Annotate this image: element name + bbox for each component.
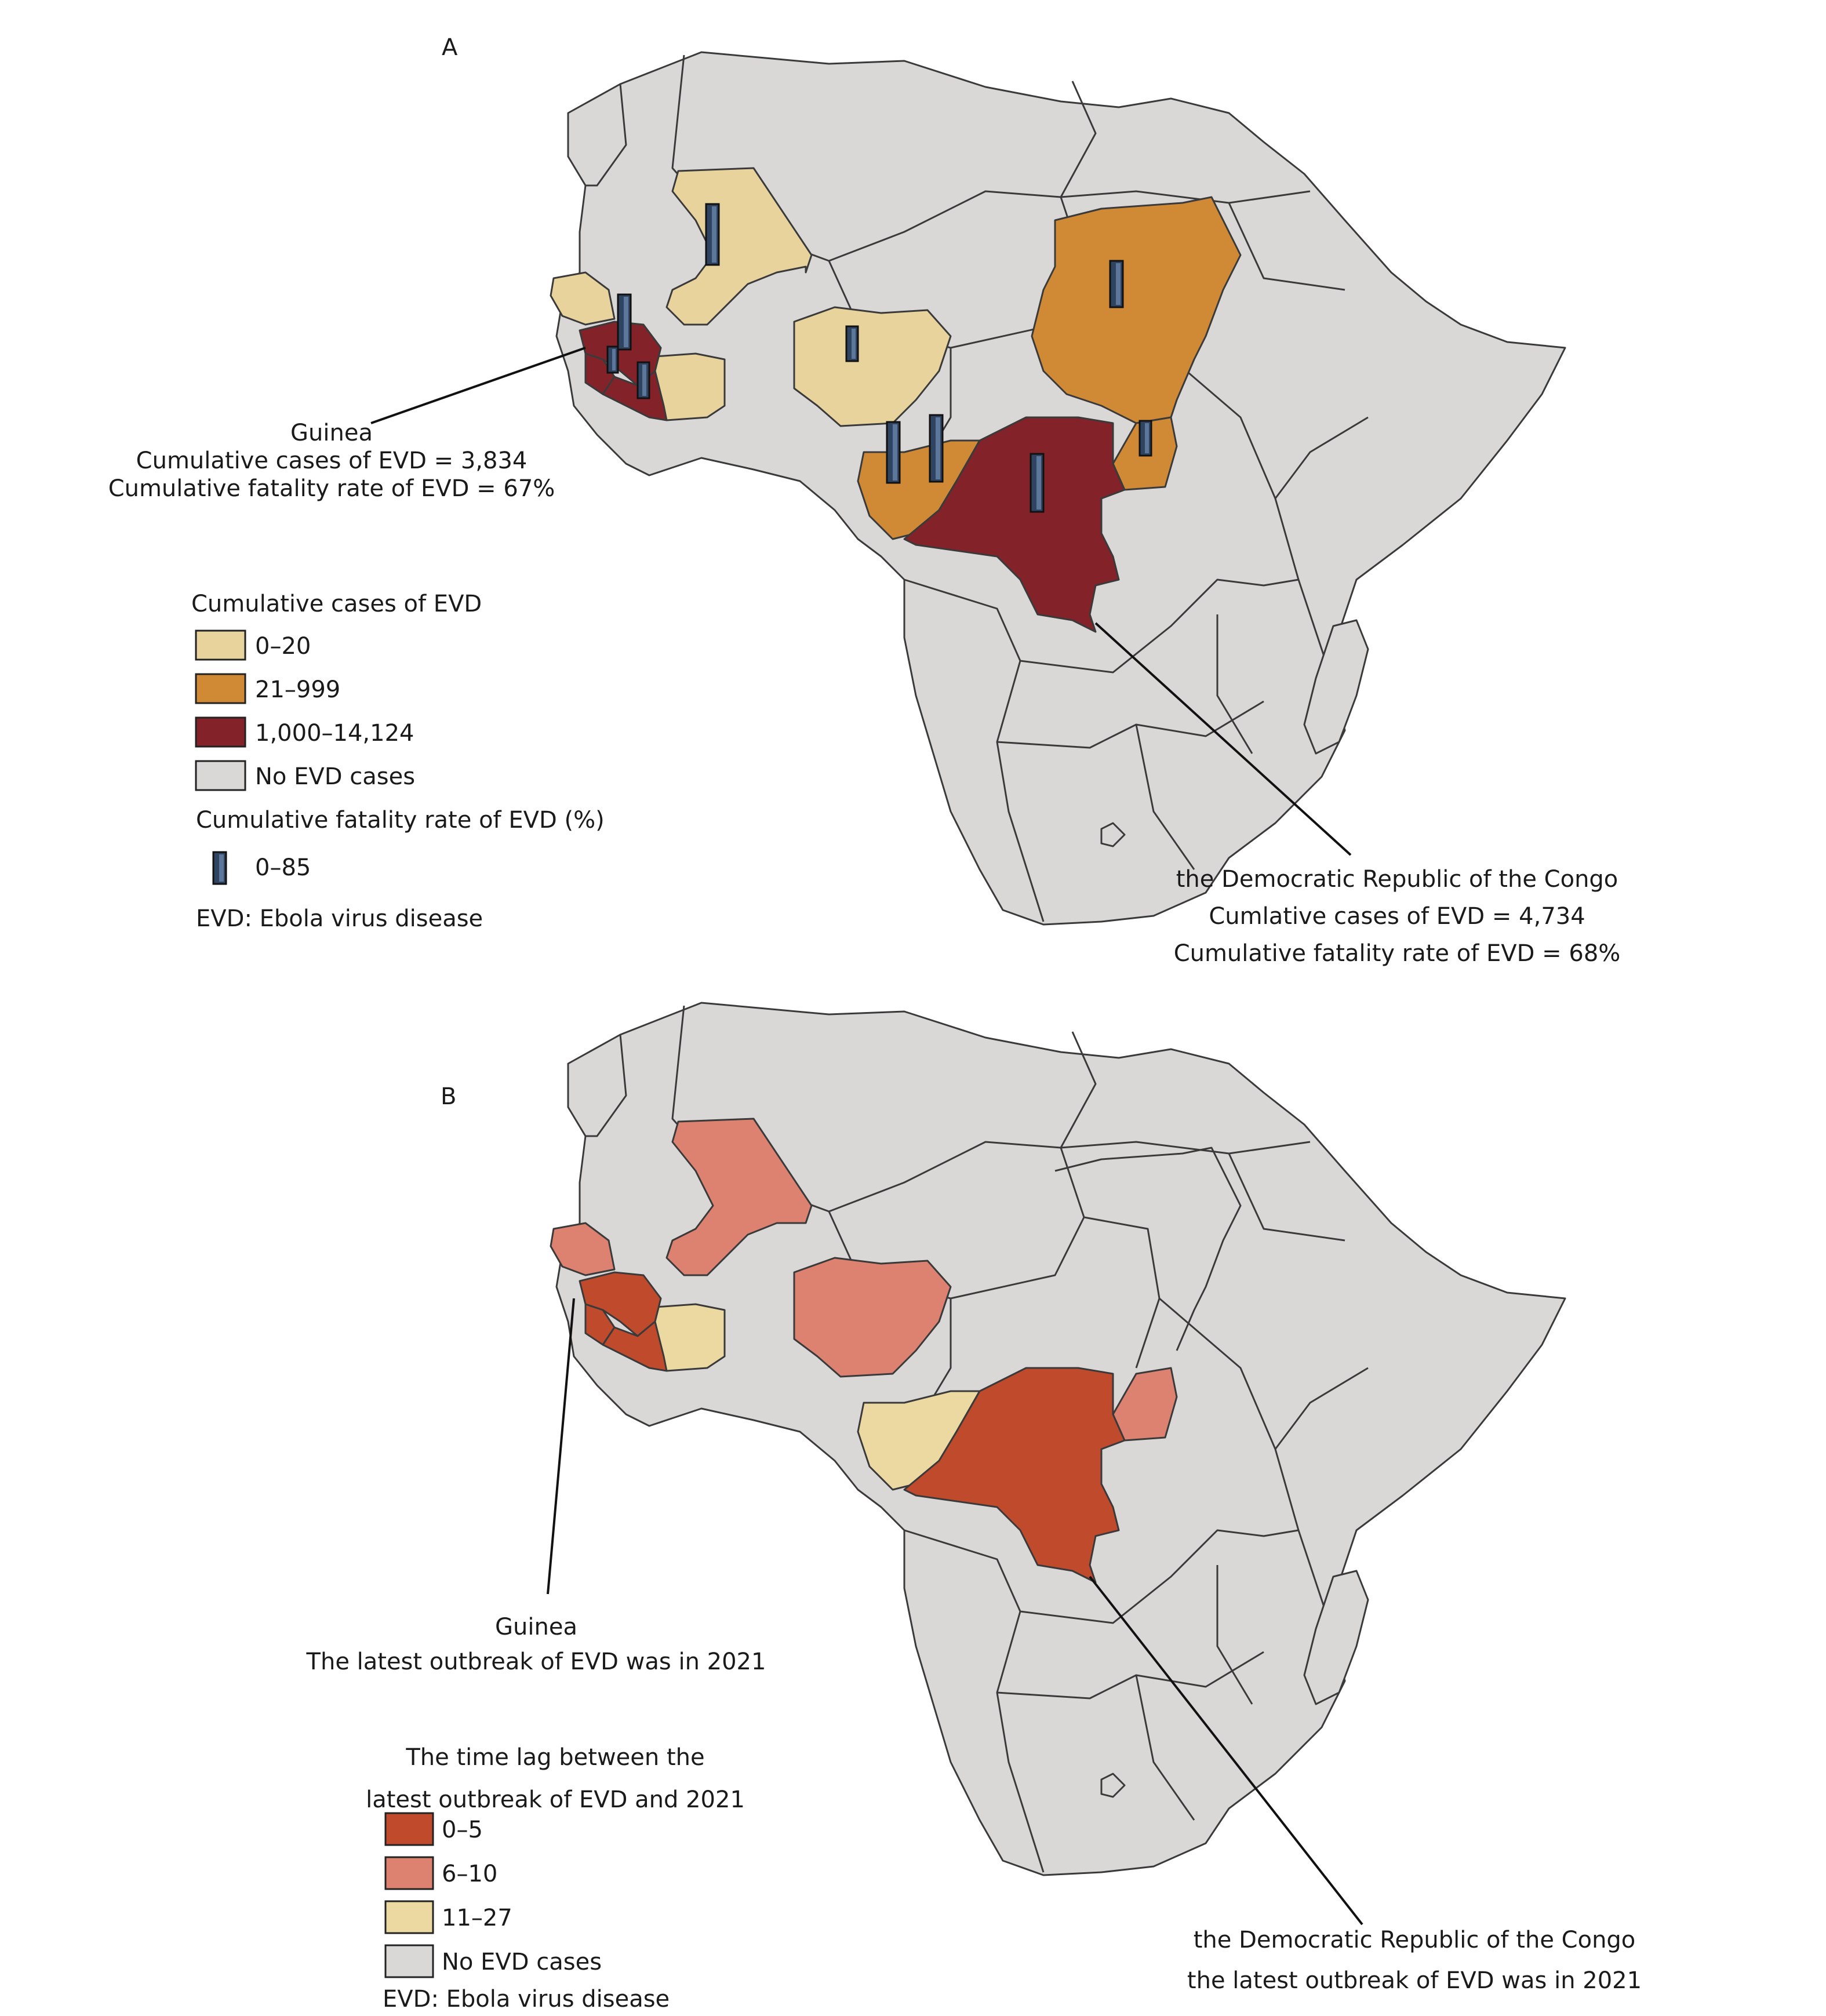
leader-line-guinea-b	[547, 1298, 575, 1595]
country-liberia-b	[602, 1320, 668, 1372]
country-sudan-a	[1031, 196, 1242, 424]
legend-a-label-1000-14124: 1,000–14,124	[255, 720, 414, 747]
legend-a-fatality-title: Cumulative fatality rate of EVD (%)	[196, 807, 605, 834]
guinea-callout-a: Guinea Cumulative cases of EVD = 3,834 C…	[108, 420, 555, 502]
drc-callout-cases: Cumlative cases of EVD = 4,734	[1209, 903, 1585, 930]
country-senegal-b	[550, 1222, 616, 1276]
country-senegal-a	[550, 271, 616, 326]
fatality-bars-a	[606, 203, 1152, 513]
legend-a: Cumulative cases of EVD 0–20 21–999 1,00…	[191, 591, 605, 932]
legend-a-swatch-none	[195, 760, 246, 791]
legend-b-label-none: No EVD cases	[442, 1949, 602, 1975]
guinea-callout-b: Guinea The latest outbreak of EVD was in…	[306, 1614, 766, 1675]
guinea-callout-name: Guinea	[290, 420, 373, 446]
lesotho-b	[1100, 1773, 1126, 1798]
legend-b-note: EVD: Ebola virus disease	[383, 1986, 670, 2013]
fatality-bar-uganda	[1138, 420, 1152, 457]
drc-callout-b-text: the latest outbreak of EVD was in 2021	[1187, 1967, 1642, 1994]
leader-line-drc-b	[1089, 1575, 1363, 1926]
legend-b-title-line1: The time lag between the	[405, 1744, 704, 1771]
country-mali-a	[665, 167, 813, 326]
country-drc-b	[903, 1367, 1126, 1584]
panel-b-map: B Guinea The latest outbreak of EVD was …	[306, 1002, 1642, 2013]
drc-callout-name: the Democratic Republic of the Congo	[1176, 866, 1618, 893]
guinea-callout-fatality: Cumulative fatality rate of EVD = 67%	[108, 475, 555, 502]
legend-b-label-6-10: 6–10	[442, 1861, 497, 1887]
madagascar-a	[1303, 619, 1369, 755]
fatality-bar-gabon	[886, 421, 901, 484]
drc-callout-fatality: Cumulative fatality rate of EVD = 68%	[1174, 940, 1621, 967]
country-liberia-a	[602, 370, 668, 421]
drc-callout-b: the Democratic Republic of the Congo the…	[1187, 1927, 1642, 1994]
fatality-bar-drc	[1030, 453, 1045, 513]
country-drc-a	[903, 416, 1126, 633]
country-mali-b	[665, 1118, 813, 1276]
legend-a-note: EVD: Ebola virus disease	[196, 905, 483, 932]
guinea-callout-b-name: Guinea	[495, 1614, 577, 1640]
guinea-callout-cases: Cumulative cases of EVD = 3,834	[136, 447, 528, 474]
leader-line-guinea-a	[370, 347, 586, 424]
legend-a-label-0-20: 0–20	[255, 633, 311, 660]
country-nigeria-a	[793, 306, 952, 427]
drc-callout-b-name: the Democratic Republic of the Congo	[1194, 1927, 1636, 1953]
fatality-bar-mali	[705, 203, 720, 266]
fatality-bar-nigeria	[845, 325, 859, 362]
fatality-bar-guinea	[606, 345, 619, 374]
lesotho-a	[1100, 822, 1126, 847]
legend-b: The time lag between the latest outbreak…	[366, 1744, 745, 2013]
fatality-bar-congo	[929, 414, 944, 483]
legend-a-swatch-0-20	[195, 629, 246, 661]
legend-a-title: Cumulative cases of EVD	[191, 591, 482, 617]
legend-b-swatch-0-5	[384, 1812, 434, 1846]
fatality-bar-senegal	[617, 293, 632, 351]
madagascar-b	[1303, 1570, 1369, 1705]
legend-b-label-0-5: 0–5	[442, 1817, 483, 1843]
legend-a-fatality-range: 0–85	[255, 854, 311, 881]
guinea-callout-b-text: The latest outbreak of EVD was in 2021	[306, 1649, 766, 1675]
panel-a-label: A	[442, 34, 458, 61]
drc-callout-a: the Democratic Republic of the Congo Cum…	[1174, 866, 1621, 967]
legend-b-title-line2: latest outbreak of EVD and 2021	[366, 1786, 745, 1813]
legend-a-swatch-21-999	[195, 673, 246, 704]
legend-b-swatch-6-10	[384, 1856, 434, 1890]
legend-b-swatch-11-27	[384, 1900, 434, 1934]
legend-b-swatch-none	[384, 1944, 434, 1978]
legend-b-label-11-27: 11–27	[442, 1905, 512, 1931]
legend-a-label-21-999: 21–999	[255, 676, 340, 703]
legend-a-fatality-bar	[212, 851, 227, 885]
leader-line-drc-a	[1094, 622, 1352, 856]
fatality-bar-liberia	[636, 361, 650, 399]
panel-a-map: A Guinea Cumulative cases of EVD = 3,834…	[108, 34, 1621, 967]
country-nigeria-b	[793, 1257, 952, 1378]
legend-a-label-none: No EVD cases	[255, 763, 415, 790]
fatality-bar-sudan	[1109, 260, 1124, 308]
panel-b-label: B	[441, 1083, 456, 1110]
legend-a-swatch-1000-14124	[195, 716, 246, 748]
